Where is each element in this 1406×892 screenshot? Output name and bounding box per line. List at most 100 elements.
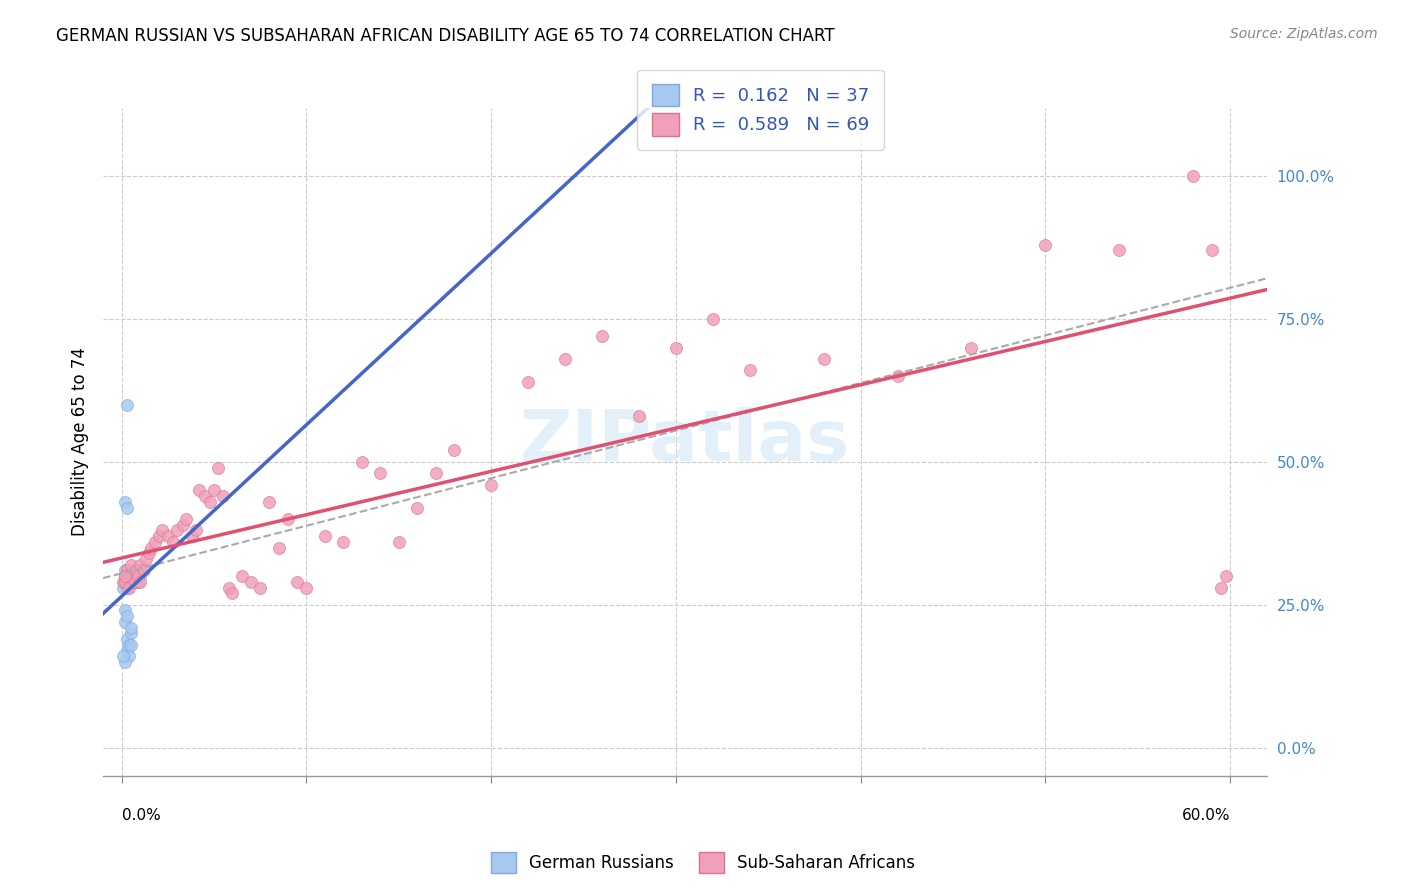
Point — [1182, 169, 1205, 183]
Point — [388, 534, 411, 549]
Text: Source: ZipAtlas.com: Source: ZipAtlas.com — [1230, 27, 1378, 41]
Point — [121, 569, 143, 583]
Point — [118, 638, 141, 652]
Point — [118, 569, 141, 583]
Point — [112, 581, 135, 595]
Point — [127, 569, 149, 583]
Point — [114, 569, 136, 583]
Point — [118, 649, 141, 664]
Point — [115, 632, 138, 646]
Point — [148, 529, 170, 543]
Point — [124, 569, 146, 583]
Point — [267, 541, 290, 555]
Point — [115, 581, 138, 595]
Point — [125, 569, 148, 583]
Point — [115, 609, 138, 624]
Point — [218, 581, 240, 595]
Point — [115, 500, 138, 515]
Point — [221, 586, 243, 600]
Point — [121, 569, 143, 583]
Point — [443, 443, 465, 458]
Point — [129, 558, 152, 572]
Point — [129, 574, 152, 589]
Point — [135, 552, 157, 566]
Point — [114, 569, 136, 583]
Point — [156, 529, 179, 543]
Legend: German Russians, Sub-Saharan Africans: German Russians, Sub-Saharan Africans — [484, 846, 922, 880]
Text: 0.0%: 0.0% — [121, 807, 160, 822]
Legend: R =  0.162   N = 37, R =  0.589   N = 69: R = 0.162 N = 37, R = 0.589 N = 69 — [637, 70, 884, 150]
Text: GERMAN RUSSIAN VS SUBSAHARAN AFRICAN DISABILITY AGE 65 TO 74 CORRELATION CHART: GERMAN RUSSIAN VS SUBSAHARAN AFRICAN DIS… — [56, 27, 835, 45]
Point — [115, 564, 138, 578]
Point — [166, 524, 188, 538]
Point — [591, 329, 613, 343]
Point — [124, 574, 146, 589]
Point — [277, 512, 299, 526]
Point — [114, 655, 136, 669]
Point — [118, 569, 141, 583]
Point — [665, 341, 688, 355]
Point — [1201, 244, 1223, 258]
Point — [314, 529, 336, 543]
Point — [188, 483, 211, 498]
Point — [118, 569, 141, 583]
Point — [114, 569, 136, 583]
Point — [115, 574, 138, 589]
Point — [120, 558, 142, 572]
Point — [368, 467, 391, 481]
Point — [180, 529, 202, 543]
Point — [114, 574, 136, 589]
Point — [143, 534, 166, 549]
Text: 60.0%: 60.0% — [1181, 807, 1230, 822]
Point — [129, 564, 152, 578]
Point — [212, 489, 235, 503]
Point — [738, 363, 761, 377]
Point — [114, 574, 136, 589]
Point — [285, 574, 308, 589]
Point — [886, 369, 908, 384]
Point — [406, 500, 429, 515]
Point — [115, 643, 138, 657]
Point — [332, 534, 354, 549]
Point — [121, 574, 143, 589]
Point — [202, 483, 225, 498]
Point — [114, 495, 136, 509]
Point — [517, 375, 540, 389]
Point — [114, 615, 136, 629]
Point — [120, 569, 142, 583]
Point — [112, 649, 135, 664]
Text: ZIPatlas: ZIPatlas — [520, 408, 851, 476]
Point — [1033, 237, 1056, 252]
Point — [125, 564, 148, 578]
Point — [129, 569, 152, 583]
Point — [127, 574, 149, 589]
Point — [702, 312, 724, 326]
Point — [207, 460, 229, 475]
Point — [479, 477, 502, 491]
Point — [813, 351, 835, 366]
Point — [350, 455, 373, 469]
Point — [960, 341, 983, 355]
Point — [239, 574, 262, 589]
Point — [1215, 569, 1237, 583]
Point — [194, 489, 217, 503]
Point — [138, 546, 160, 560]
Point — [249, 581, 271, 595]
Point — [172, 517, 194, 532]
Point — [120, 621, 142, 635]
Point — [295, 581, 318, 595]
Y-axis label: Disability Age 65 to 74: Disability Age 65 to 74 — [72, 348, 89, 536]
Point — [259, 495, 281, 509]
Point — [150, 524, 173, 538]
Point — [132, 564, 155, 578]
Point — [120, 626, 142, 640]
Point — [118, 581, 141, 595]
Point — [112, 574, 135, 589]
Point — [1209, 581, 1232, 595]
Point — [184, 524, 207, 538]
Point — [120, 638, 142, 652]
Point — [114, 564, 136, 578]
Point — [231, 569, 253, 583]
Point — [174, 512, 197, 526]
Point — [554, 351, 576, 366]
